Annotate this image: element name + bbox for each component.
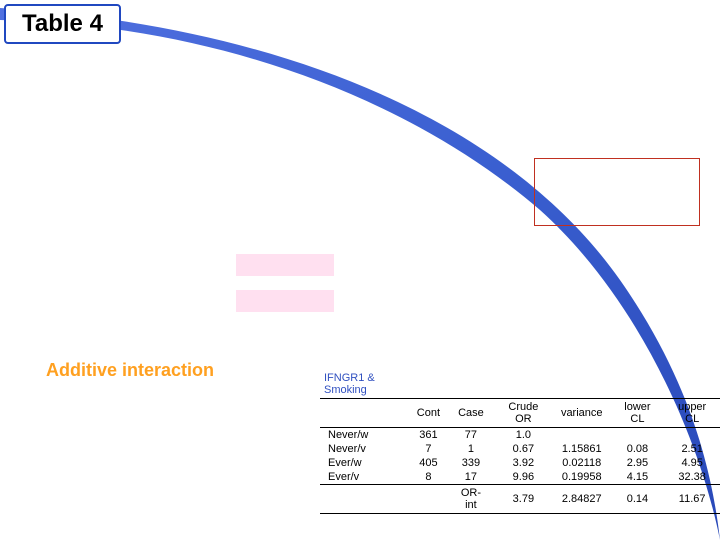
- col-crudeor: Crude OR: [494, 399, 553, 428]
- additive-interaction-label: Additive interaction: [46, 360, 214, 381]
- table-row: Ever/v 8 17 9.96 0.19958 4.15 32.38: [320, 470, 720, 485]
- table-caption-row: IFNGR1 & Smoking: [320, 370, 720, 399]
- table-row: Ever/w 405 339 3.92 0.02118 2.95 4.95: [320, 456, 720, 470]
- pink-highlight-1: [236, 254, 334, 276]
- table-title: Table 4: [22, 10, 103, 37]
- table-row: Never/w 361 77 1.0: [320, 428, 720, 443]
- table-header-row: Cont Case Crude OR variance lower CL upp…: [320, 399, 720, 428]
- table-row: Never/v 7 1 0.67 1.15861 0.08 2.51: [320, 442, 720, 456]
- col-uppercl: upper CL: [664, 399, 720, 428]
- ifngr1-smoking-table: IFNGR1 & Smoking Cont Case Crude OR vari…: [320, 370, 720, 514]
- table-caption: IFNGR1 & Smoking: [320, 370, 409, 399]
- col-lowercl: lower CL: [611, 399, 665, 428]
- highlight-red-box: [534, 158, 700, 226]
- col-0: [320, 399, 409, 428]
- col-case: Case: [448, 399, 494, 428]
- table-title-box: Table 4: [4, 4, 121, 44]
- table-orint-row: OR-int 3.79 2.84827 0.14 11.67: [320, 485, 720, 514]
- pink-highlight-2: [236, 290, 334, 312]
- col-variance: variance: [553, 399, 611, 428]
- col-cont: Cont: [409, 399, 448, 428]
